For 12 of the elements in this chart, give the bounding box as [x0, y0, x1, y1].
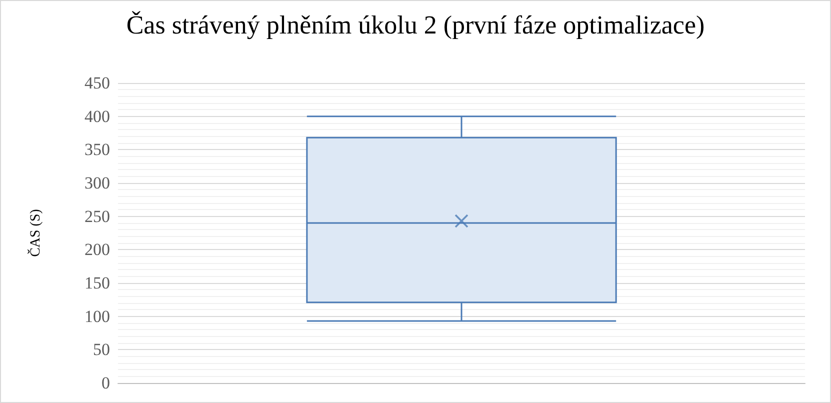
- y-tick-label: 0: [102, 374, 110, 392]
- y-tick-label: 250: [84, 206, 110, 226]
- y-tick-label: 450: [84, 74, 110, 92]
- y-tick-label: 150: [84, 274, 110, 292]
- y-tick-label: 200: [84, 240, 110, 260]
- y-tick-label: 400: [84, 106, 110, 126]
- y-tick-label: 350: [84, 140, 110, 160]
- y-tick-label: 50: [93, 340, 110, 360]
- chart-title: Čas strávený plněním úkolu 2 (první fáze optimalizace): [126, 10, 705, 40]
- y-tick-label: 100: [84, 306, 110, 326]
- y-tick-label: 300: [84, 174, 110, 192]
- y-axis-title: ČAS (S): [26, 208, 44, 257]
